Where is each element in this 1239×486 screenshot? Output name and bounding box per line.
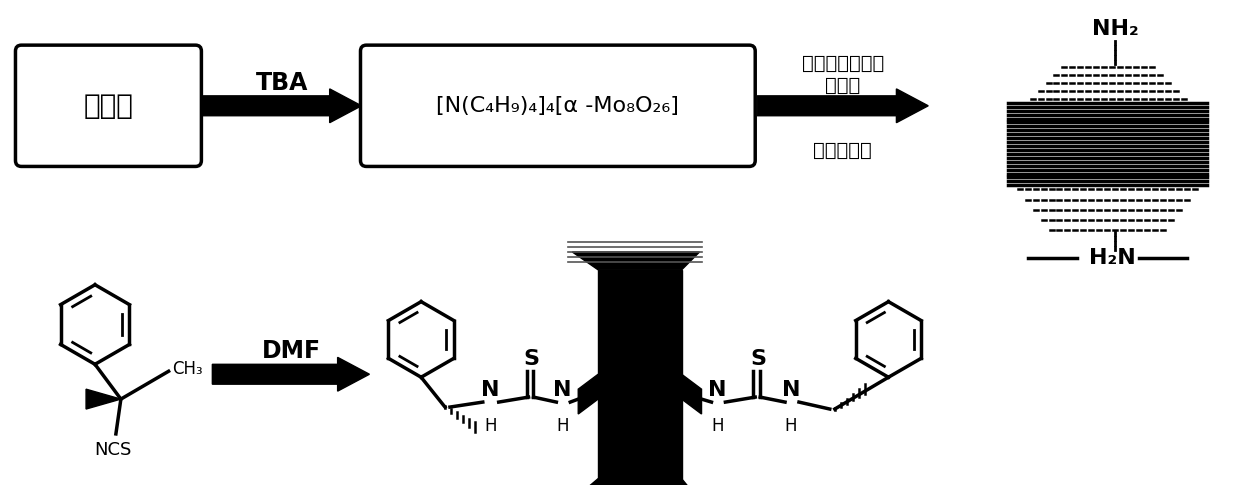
Text: TBA: TBA <box>255 71 309 95</box>
Text: 三羟基氨基甲烷: 三羟基氨基甲烷 <box>802 53 883 72</box>
Polygon shape <box>598 270 681 479</box>
Text: H: H <box>784 417 797 435</box>
Text: 乙酸锗: 乙酸锗 <box>825 76 860 95</box>
Polygon shape <box>757 89 928 122</box>
Text: 乙腼中回流: 乙腼中回流 <box>813 141 872 160</box>
Polygon shape <box>212 357 369 391</box>
Polygon shape <box>202 89 362 122</box>
Text: N: N <box>709 380 727 400</box>
Text: H₂N: H₂N <box>1089 248 1135 268</box>
Text: H: H <box>484 417 497 435</box>
FancyBboxPatch shape <box>15 45 202 166</box>
Text: 钒酸钓: 钒酸钓 <box>83 92 134 120</box>
Text: CH₃: CH₃ <box>172 360 203 378</box>
Polygon shape <box>579 374 598 414</box>
FancyBboxPatch shape <box>361 45 756 166</box>
Text: DMF: DMF <box>263 339 321 364</box>
Text: H: H <box>556 417 569 435</box>
Text: H: H <box>711 417 724 435</box>
Text: N: N <box>482 380 501 400</box>
Text: N: N <box>782 380 800 400</box>
Text: S: S <box>750 349 766 369</box>
Text: [N(C₄H₉)₄]₄[α -Mo₈O₂₆]: [N(C₄H₉)₄]₄[α -Mo₈O₂₆] <box>436 96 679 116</box>
Polygon shape <box>572 479 700 486</box>
Text: S: S <box>524 349 539 369</box>
Polygon shape <box>572 252 700 270</box>
Text: NH₂: NH₂ <box>1092 19 1139 39</box>
Text: N: N <box>553 380 571 400</box>
Polygon shape <box>85 389 121 409</box>
Text: NCS: NCS <box>94 441 131 459</box>
Polygon shape <box>681 374 701 414</box>
